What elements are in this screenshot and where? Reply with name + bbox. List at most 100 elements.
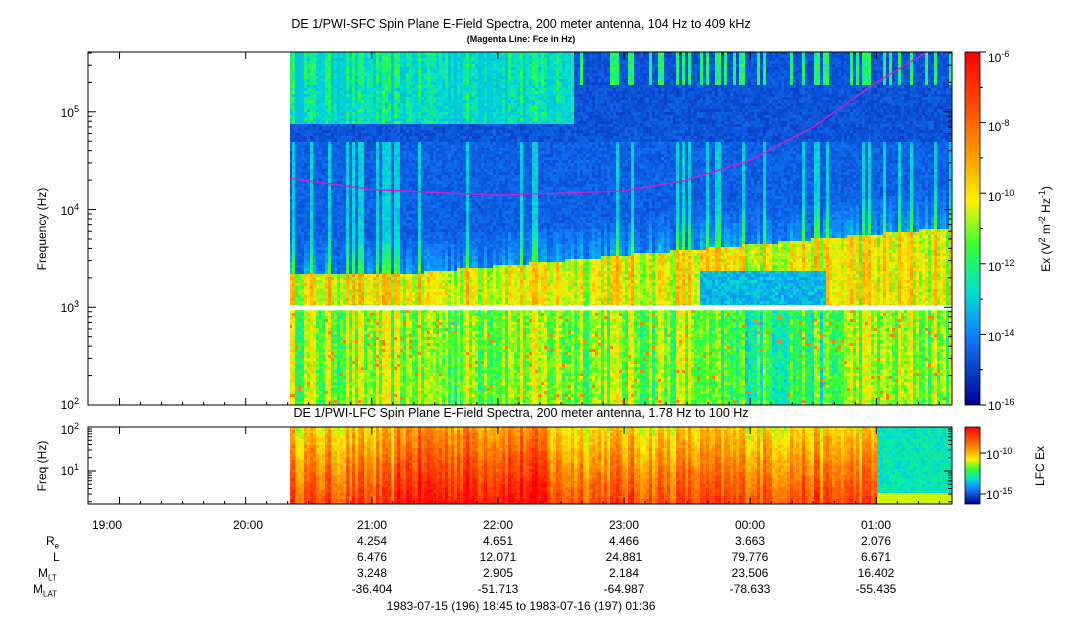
sfc-cell <box>343 319 346 322</box>
sfc-cell <box>403 232 406 235</box>
sfc-cell <box>361 160 364 163</box>
sfc-cell <box>373 139 376 142</box>
sfc-cell <box>346 295 349 298</box>
sfc-cell <box>385 151 388 154</box>
sfc-cell <box>337 253 340 256</box>
sfc-cell <box>295 196 298 199</box>
sfc-cell <box>361 166 364 169</box>
sfc-cell <box>295 241 298 244</box>
sfc-cell <box>409 94 412 97</box>
sfc-cell <box>295 265 298 268</box>
sfc-cell <box>409 262 412 265</box>
sfc-cell <box>295 109 298 112</box>
sfc-cell <box>367 88 370 91</box>
sfc-cell <box>397 280 400 283</box>
sfc-cell <box>382 274 385 277</box>
sfc-cell <box>340 319 343 322</box>
sfc-cell <box>358 124 361 127</box>
sfc-cell <box>304 280 307 283</box>
sfc-cell <box>391 193 394 196</box>
sfc-cell <box>409 232 412 235</box>
sfc-cell <box>349 202 352 205</box>
sfc-cell <box>355 112 358 115</box>
sfc-cell <box>358 337 361 340</box>
sfc-cell <box>358 163 361 166</box>
sfc-cell <box>310 88 313 91</box>
sfc-cell <box>307 130 310 133</box>
sfc-cell <box>400 61 403 64</box>
sfc-cell <box>409 214 412 217</box>
sfc-cell <box>307 112 310 115</box>
sfc-cell <box>301 208 304 211</box>
sfc-cell <box>343 376 346 379</box>
sfc-cell <box>406 211 409 214</box>
sfc-cell <box>334 163 337 166</box>
sfc-cell <box>406 376 409 379</box>
sfc-cell <box>373 352 376 355</box>
sfc-cell <box>343 301 346 304</box>
sfc-cell <box>313 280 316 283</box>
sfc-cell <box>403 244 406 247</box>
sfc-cell <box>322 160 325 163</box>
sfc-cell <box>319 367 322 370</box>
sfc-cell <box>313 262 316 265</box>
sfc-cell <box>373 154 376 157</box>
sfc-cell <box>406 379 409 382</box>
sfc-cell <box>298 358 301 361</box>
sfc-cell <box>322 385 325 388</box>
sfc-cell <box>322 241 325 244</box>
sfc-cell <box>331 118 334 121</box>
sfc-cell <box>400 301 403 304</box>
sfc-cell <box>409 127 412 130</box>
sfc-cell <box>337 64 340 67</box>
sfc-cell <box>367 55 370 58</box>
sfc-cell <box>361 385 364 388</box>
sfc-cell <box>352 274 355 277</box>
sfc-cell <box>304 295 307 298</box>
sfc-cell <box>292 181 295 184</box>
sfc-cell <box>367 385 370 388</box>
sfc-cell <box>319 205 322 208</box>
sfc-cell <box>304 154 307 157</box>
sfc-cell <box>352 100 355 103</box>
sfc-cell <box>373 268 376 271</box>
sfc-cell <box>373 241 376 244</box>
sfc-cell <box>361 214 364 217</box>
sfc-cell <box>394 82 397 85</box>
sfc-cell <box>337 262 340 265</box>
sfc-cell <box>307 253 310 256</box>
sfc-cell <box>364 322 367 325</box>
sfc-cell <box>385 328 388 331</box>
sfc-cell <box>310 172 313 175</box>
sfc-cell <box>340 253 343 256</box>
sfc-cell <box>292 247 295 250</box>
sfc-cell <box>376 253 379 256</box>
sfc-cell <box>400 178 403 181</box>
sfc-cell <box>385 64 388 67</box>
sfc-cell <box>298 130 301 133</box>
sfc-cell <box>298 109 301 112</box>
sfc-cell <box>391 136 394 139</box>
sfc-cell <box>364 97 367 100</box>
sfc-cell <box>382 352 385 355</box>
sfc-cell <box>370 148 373 151</box>
sfc-cell <box>337 289 340 292</box>
sfc-cell <box>304 157 307 160</box>
sfc-cell <box>376 301 379 304</box>
sfc-cell <box>301 343 304 346</box>
sfc-cell <box>358 385 361 388</box>
sfc-cell <box>409 352 412 355</box>
sfc-cell <box>334 265 337 268</box>
sfc-cell <box>391 328 394 331</box>
sfc-cell <box>364 55 367 58</box>
sfc-cell <box>361 244 364 247</box>
sfc-cell <box>394 73 397 76</box>
sfc-cell <box>301 85 304 88</box>
sfc-cell <box>322 103 325 106</box>
sfc-cell <box>373 175 376 178</box>
sfc-cell <box>307 268 310 271</box>
sfc-cell <box>376 70 379 73</box>
sfc-cell <box>358 97 361 100</box>
sfc-cell <box>316 301 319 304</box>
sfc-cell <box>319 361 322 364</box>
